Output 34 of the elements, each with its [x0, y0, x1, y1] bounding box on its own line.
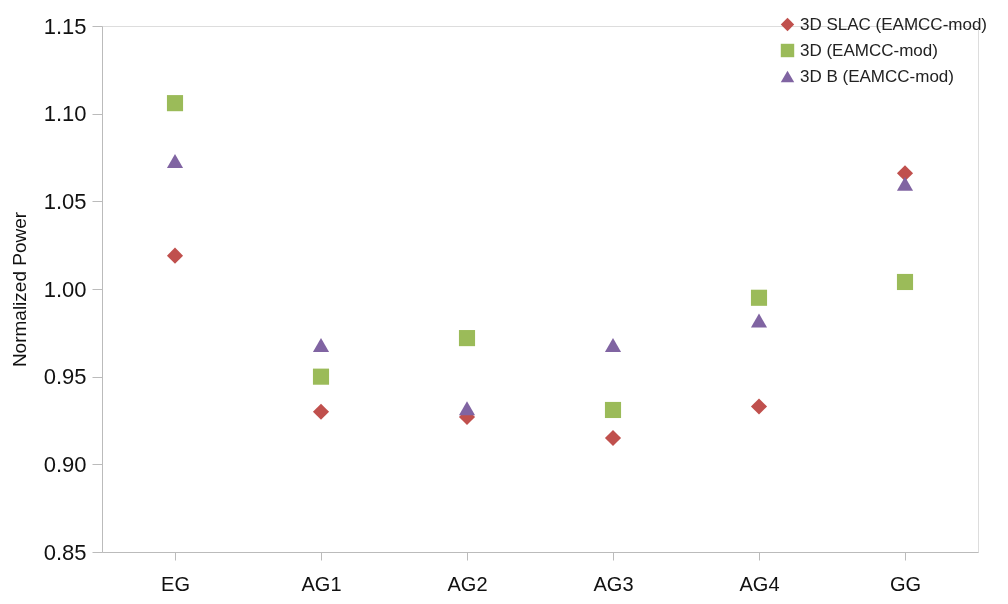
legend-label: 3D SLAC (EAMCC-mod) — [800, 14, 988, 34]
y-tick-label: 1.15 — [43, 13, 87, 39]
y-tick-label: 0.90 — [43, 451, 87, 477]
legend-label: 3D (EAMCC-mod) — [800, 40, 938, 60]
y-tick-label: 1.05 — [43, 188, 87, 214]
y-tick-label: 1.10 — [43, 101, 87, 127]
point — [458, 330, 476, 347]
x-tick-label: GG — [889, 572, 922, 595]
x-tick-label: AG4 — [739, 572, 780, 595]
point — [604, 401, 622, 419]
point — [604, 429, 622, 447]
point — [458, 401, 476, 416]
x-tick-label: EG — [161, 572, 190, 595]
point — [750, 398, 768, 415]
y-tick-label: 0.95 — [43, 364, 87, 390]
legend-label: 3D B (EAMCC-mod) — [800, 66, 954, 86]
x-tick-label: AG2 — [447, 572, 488, 595]
y-axis-title: Normalized Power — [8, 211, 30, 368]
point — [750, 289, 768, 306]
y-tick-label: 0.85 — [43, 539, 87, 565]
point — [312, 368, 330, 385]
point — [166, 95, 184, 112]
point — [604, 338, 622, 353]
point — [750, 313, 768, 328]
point — [312, 403, 330, 420]
y-tick-label: 1.00 — [43, 276, 87, 302]
point — [166, 154, 184, 168]
point — [166, 247, 184, 264]
x-tick-label: AG3 — [593, 572, 634, 595]
point — [896, 176, 914, 191]
point — [896, 273, 914, 291]
x-tick-label: AG1 — [301, 572, 342, 595]
point — [312, 338, 330, 353]
point — [896, 165, 914, 182]
